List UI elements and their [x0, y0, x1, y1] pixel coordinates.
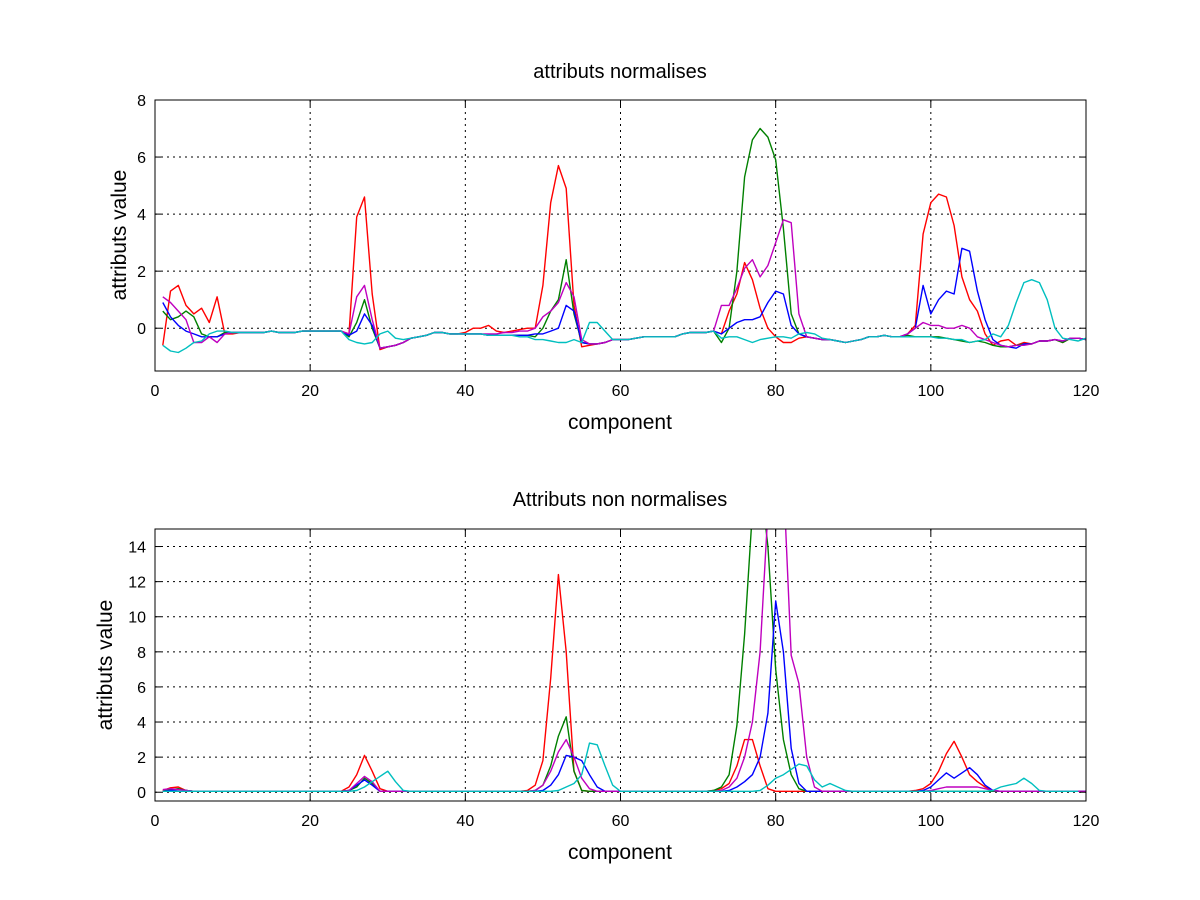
top-plot-ytick-label: 0	[137, 321, 146, 338]
top-plot-ticks: 0 20 40 60 80 100 120 0 2 4 6 8	[137, 93, 1099, 400]
bottom-plot-ylabel: attributs value	[94, 600, 117, 731]
bottom-plot-xtick-label: 120	[1073, 813, 1100, 830]
bottom-plot-ytick-label: 0	[137, 785, 146, 802]
bottom-plot-xtick-label: 80	[767, 813, 785, 830]
bottom-plot-ytick-label: 14	[128, 540, 146, 557]
top-plot-xtick-label: 100	[917, 383, 944, 400]
top-plot-ytick-label: 8	[137, 93, 146, 110]
bottom-plot-ytick-label: 12	[128, 575, 146, 592]
top-plot-series-4	[162, 219, 1086, 349]
bottom-plot: Attributs non normalises 0 20 40 60 80 100 120…	[94, 489, 1099, 864]
bottom-plot-series	[162, 529, 1086, 792]
bottom-plot-xtick-label: 100	[917, 813, 944, 830]
bottom-plot-frame	[154, 528, 1087, 802]
top-plot-series-3	[162, 247, 1086, 349]
top-plot-ytick-label: 2	[137, 264, 146, 281]
top-plot-grid	[155, 100, 1086, 371]
top-plot: attributs normalises 0 20 40 60 80 100 120 0 2 4 6…	[108, 61, 1099, 434]
top-plot-xtick-label: 20	[301, 383, 319, 400]
bottom-plot-series-4	[162, 529, 1086, 792]
top-plot-ytick-label: 6	[137, 150, 146, 167]
bottom-plot-xlabel: component	[568, 841, 672, 864]
bottom-plot-xtick-label: 0	[151, 813, 160, 830]
bottom-plot-series-1	[162, 573, 1086, 792]
bottom-plot-xtick-label: 60	[612, 813, 630, 830]
top-plot-xtick-label: 120	[1073, 383, 1100, 400]
top-plot-ylabel: attributs value	[108, 170, 131, 301]
top-plot-frame	[154, 99, 1087, 372]
top-plot-series-2	[162, 127, 1086, 349]
bottom-plot-xtick-label: 20	[301, 813, 319, 830]
top-plot-xtick-label: 60	[612, 383, 630, 400]
top-plot-series-1	[162, 164, 1086, 351]
bottom-plot-ytick-label: 8	[137, 645, 146, 662]
bottom-plot-ytick-label: 6	[137, 680, 146, 697]
bottom-plot-series-5	[162, 742, 1079, 792]
top-plot-series-5	[162, 279, 1086, 354]
bottom-plot-title: Attributs non normalises	[513, 489, 728, 511]
bottom-plot-ytick-label: 4	[137, 715, 146, 732]
bottom-plot-series-2	[162, 529, 1086, 792]
bottom-plot-grid	[155, 529, 1086, 801]
bottom-plot-ytick-label: 2	[137, 750, 146, 767]
top-plot-xtick-label: 0	[151, 383, 160, 400]
top-plot-ytick-label: 4	[137, 207, 146, 224]
bottom-plot-series-3	[162, 600, 1086, 792]
top-plot-series	[162, 127, 1086, 354]
bottom-plot-xtick-label: 40	[456, 813, 474, 830]
top-plot-xlabel: component	[568, 411, 672, 434]
top-plot-title: attributs normalises	[533, 61, 706, 83]
bottom-plot-ticks: 0 20 40 60 80 100 120 0 2 4 6 8 10 12 14	[128, 529, 1099, 830]
top-plot-xtick-label: 80	[767, 383, 785, 400]
top-plot-xtick-label: 40	[456, 383, 474, 400]
bottom-plot-ytick-label: 10	[128, 610, 146, 627]
